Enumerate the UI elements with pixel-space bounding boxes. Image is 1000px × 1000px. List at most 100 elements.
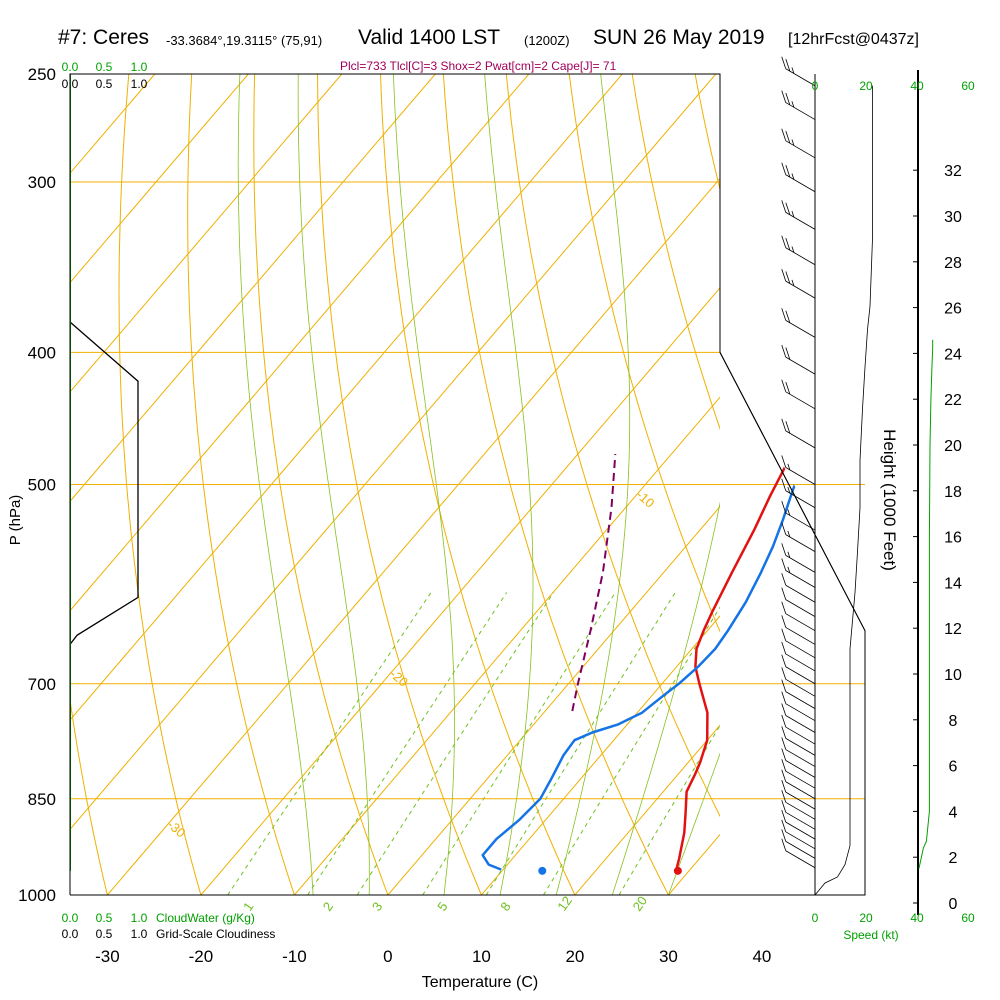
barb-shaft <box>785 613 816 632</box>
barb-shaft <box>785 391 816 410</box>
isotherm-line <box>387 505 720 895</box>
barb-shaft <box>785 534 816 552</box>
wind-barb <box>781 790 816 820</box>
temperature-tick-label: -10 <box>282 947 307 966</box>
temperature-tick-label: 40 <box>752 947 771 966</box>
height-tick-label: 18 <box>944 484 962 501</box>
cloudwater-tick-label: 0.5 <box>96 911 113 925</box>
wind-barb <box>781 829 816 859</box>
barb-shaft <box>785 102 816 120</box>
sounding-indices: Plcl=733 Tlcl[C]=3 Shox=2 Pwat[cm]=2 Cap… <box>340 59 617 73</box>
wind-barb <box>781 726 816 756</box>
barb-flag <box>785 131 791 144</box>
barb-shaft <box>785 467 816 485</box>
mixing-ratio-label: 20 <box>630 893 651 913</box>
barb-flag <box>781 810 787 823</box>
chart-frame <box>69 70 934 915</box>
speed-tick-label: 0 <box>812 911 819 925</box>
barb-flag <box>781 800 787 813</box>
barb-shaft <box>785 691 816 709</box>
frame-diagonal <box>719 352 866 631</box>
barb-flag <box>785 92 791 106</box>
wind-barb <box>781 200 816 230</box>
barb-shaft <box>785 811 816 830</box>
wind-barb <box>781 345 816 375</box>
barb-flag <box>781 522 787 535</box>
barb-flag <box>781 587 787 600</box>
chart-grid <box>0 74 720 895</box>
temperature-tick-label: 30 <box>659 947 678 966</box>
barb-flag <box>781 759 787 772</box>
mixing-ratio-line <box>356 592 555 895</box>
wind-barb <box>781 779 816 810</box>
isotherm-label: -10 <box>633 487 657 511</box>
barb-shaft <box>785 280 816 299</box>
mixing-ratio-label: 5 <box>434 899 450 914</box>
barb-half-flag <box>791 67 795 74</box>
barb-shaft <box>785 247 816 266</box>
barb-flag <box>781 748 787 761</box>
wind-barb <box>781 478 816 509</box>
barb-flag <box>781 737 787 750</box>
wind-barb <box>781 587 816 617</box>
barb-shaft <box>785 584 816 603</box>
barb-flag <box>781 654 787 667</box>
speed-tick-label: 0 <box>812 79 819 93</box>
isotherm-line <box>481 615 720 895</box>
height-tick-label: 4 <box>949 804 958 821</box>
station-coords: -33.3684°,19.3115° (75,91) <box>166 33 323 48</box>
cloudiness-tick-label: 0.0 <box>62 927 79 941</box>
height-axis-label: Height (1000 Feet) <box>880 429 899 571</box>
barb-shaft <box>785 356 816 375</box>
barb-half-flag <box>791 279 795 287</box>
barb-flag <box>781 703 787 716</box>
barb-flag <box>781 615 787 628</box>
wind-barb <box>781 800 816 830</box>
dry-adiabat <box>70 696 108 895</box>
barb-shaft <box>785 749 816 767</box>
barb-shaft <box>785 555 816 573</box>
moist-adiabat <box>611 501 720 895</box>
height-tick-label: 30 <box>944 209 962 226</box>
cloudiness-label: Grid-Scale Cloudiness <box>156 927 275 941</box>
barb-flag <box>781 714 787 728</box>
barb-shaft <box>785 430 816 449</box>
barb-shaft <box>785 781 816 800</box>
cloudwater-tick-label: 0.0 <box>62 60 79 74</box>
mixing-ratio-label: 2 <box>320 899 336 914</box>
barb-shaft <box>785 770 816 789</box>
barb-flag <box>781 573 787 586</box>
mixing-ratio-label: 3 <box>369 899 385 914</box>
wind-barb <box>781 522 816 552</box>
wind-barb <box>781 819 816 850</box>
wind-panel-background <box>720 484 865 896</box>
barb-flag <box>781 667 787 680</box>
height-tick-label: 22 <box>944 392 962 409</box>
speed-tick-label: 20 <box>859 79 873 93</box>
barb-shaft <box>785 570 816 588</box>
cloudiness-tick-label: 1.0 <box>131 927 148 941</box>
wind-barb <box>781 679 816 709</box>
wind-barb <box>781 691 816 722</box>
barb-flag <box>781 128 787 141</box>
wind-barb <box>781 308 816 338</box>
station-title: #7: Ceres <box>58 26 150 49</box>
barb-shaft <box>785 653 816 672</box>
wind-barb <box>781 601 816 632</box>
cloudiness-tick-label: 0.5 <box>96 927 113 941</box>
dry-adiabat <box>317 74 482 895</box>
barb-shaft <box>785 760 816 778</box>
wind-barb <box>781 748 816 778</box>
height-tick-label: 2 <box>949 850 958 867</box>
dry-adiabat <box>0 74 14 895</box>
height-tick-label: 14 <box>944 575 962 592</box>
pressure-tick-label: 1000 <box>18 886 56 905</box>
wind-barb <box>781 235 816 266</box>
dry-adiabat <box>505 74 720 818</box>
barb-flag <box>785 271 791 284</box>
pressure-tick-label: 400 <box>28 343 56 362</box>
barb-shaft <box>785 831 816 850</box>
barb-shaft <box>785 640 816 659</box>
temperature-tick-label: 10 <box>472 947 491 966</box>
barb-flag <box>781 726 787 739</box>
